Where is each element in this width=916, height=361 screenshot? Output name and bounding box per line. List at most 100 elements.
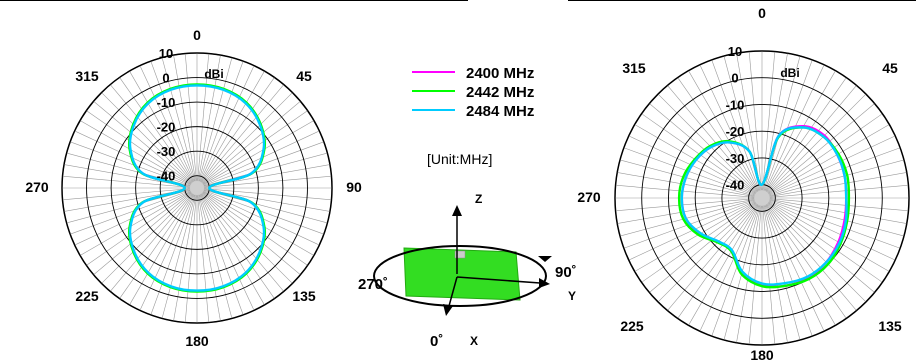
y-axis-label: Y xyxy=(568,289,576,303)
angle-270-label: 270˚ xyxy=(358,276,388,293)
right-spoke xyxy=(764,59,813,191)
left-angle-label: 0 xyxy=(193,27,201,43)
antenna-board xyxy=(403,247,521,301)
right-radial-tick-label: 10 xyxy=(728,44,742,59)
right-spoke xyxy=(766,204,847,319)
left-spoke xyxy=(199,65,255,182)
left-radial-tick-label: 0 xyxy=(162,71,169,86)
left-spoke xyxy=(62,175,190,188)
right-spoke xyxy=(677,204,758,319)
right-spoke xyxy=(767,203,867,303)
left-spoke xyxy=(86,110,192,185)
left-spoke xyxy=(101,192,193,284)
right-angle-label: 315 xyxy=(622,60,646,76)
left-trace-2484-mhz xyxy=(128,84,266,292)
left-spoke xyxy=(201,92,293,184)
right-radial-tick-label: -20 xyxy=(726,124,745,139)
left-radial-tick-label: -20 xyxy=(157,120,176,135)
right-spoke xyxy=(688,70,759,192)
right-spoke xyxy=(769,200,901,249)
x-axis-arrowhead xyxy=(443,304,453,316)
right-angle-label: 180 xyxy=(750,347,774,361)
left-ring xyxy=(135,126,259,250)
left-spoke xyxy=(197,53,210,181)
left-spoke xyxy=(109,193,193,292)
right-spoke xyxy=(634,201,756,272)
angle-0-label: 0˚ xyxy=(430,333,443,350)
right-angle-label: 270 xyxy=(577,189,601,205)
rotation-arrowhead xyxy=(538,256,552,262)
right-spoke xyxy=(765,70,836,192)
right-spoke xyxy=(667,203,758,311)
left-spoke xyxy=(203,120,315,185)
right-trace-2442-mhz xyxy=(677,126,851,289)
left-radial-tick-label: 10 xyxy=(159,46,173,61)
right-radial-tick-label: -40 xyxy=(726,178,745,193)
left-spoke xyxy=(119,77,194,183)
y-axis-line xyxy=(456,276,541,284)
left-spoke xyxy=(129,194,194,306)
right-center-hub xyxy=(753,189,771,207)
left-spoke xyxy=(66,189,190,224)
left-spoke xyxy=(173,54,197,181)
right-trace-2484-mhz xyxy=(680,126,848,286)
left-angle-label: 180 xyxy=(185,333,209,349)
left-spoke xyxy=(197,195,221,322)
left-spoke xyxy=(200,77,275,183)
left-spoke xyxy=(204,188,331,212)
left-angle-label: 90 xyxy=(346,179,362,195)
right-radial-tick-label: -30 xyxy=(726,151,745,166)
right-ring xyxy=(668,104,856,292)
right-ring xyxy=(614,50,910,346)
left-spoke xyxy=(201,84,285,183)
left-spoke xyxy=(101,92,193,184)
right-spoke xyxy=(748,205,762,345)
right-ring xyxy=(721,157,803,239)
right-spoke xyxy=(768,113,883,194)
left-spoke xyxy=(173,195,197,322)
left-ring xyxy=(86,77,308,299)
right-angle-label: 0 xyxy=(758,5,766,21)
left-angle-label: 45 xyxy=(296,68,312,84)
right-angle-label: 135 xyxy=(878,318,902,334)
left-spoke xyxy=(197,195,210,323)
legend-label-2442: 2442 MHz xyxy=(466,84,534,101)
right-radial-tick-label: 0 xyxy=(731,71,738,86)
right-spoke xyxy=(766,77,847,192)
right-spoke xyxy=(769,201,896,261)
legend-label-2484: 2484 MHz xyxy=(466,103,534,120)
left-ring xyxy=(110,101,284,275)
left-spoke xyxy=(204,175,332,188)
right-spoke xyxy=(641,202,756,283)
left-spoke xyxy=(109,84,193,183)
right-spoke xyxy=(762,205,776,345)
right-angle-label: 45 xyxy=(882,60,898,76)
right-spoke xyxy=(769,184,909,198)
left-spoke xyxy=(200,194,265,306)
left-spoke xyxy=(199,194,255,311)
right-spoke xyxy=(769,159,905,197)
right-ring xyxy=(694,130,830,266)
right-spoke xyxy=(768,202,883,283)
right-spoke xyxy=(617,172,755,197)
right-spoke xyxy=(766,85,857,193)
left-spoke xyxy=(93,100,192,184)
right-spoke xyxy=(615,198,755,212)
x-axis-label: X xyxy=(470,334,478,348)
left-spoke xyxy=(201,192,293,284)
right-ring xyxy=(641,77,883,319)
right-spoke xyxy=(765,205,825,332)
left-radial-tick-label: -40 xyxy=(157,169,176,184)
left-spoke xyxy=(203,191,315,256)
right-spoke xyxy=(649,202,757,293)
right-radial-tick-label: -10 xyxy=(726,97,745,112)
left-spoke xyxy=(184,53,197,181)
left-spoke xyxy=(197,54,221,181)
left-spoke xyxy=(86,191,192,266)
right-spoke xyxy=(736,205,761,343)
left-spoke xyxy=(119,193,194,299)
left-spoke xyxy=(199,194,244,315)
right-spoke xyxy=(649,103,757,194)
